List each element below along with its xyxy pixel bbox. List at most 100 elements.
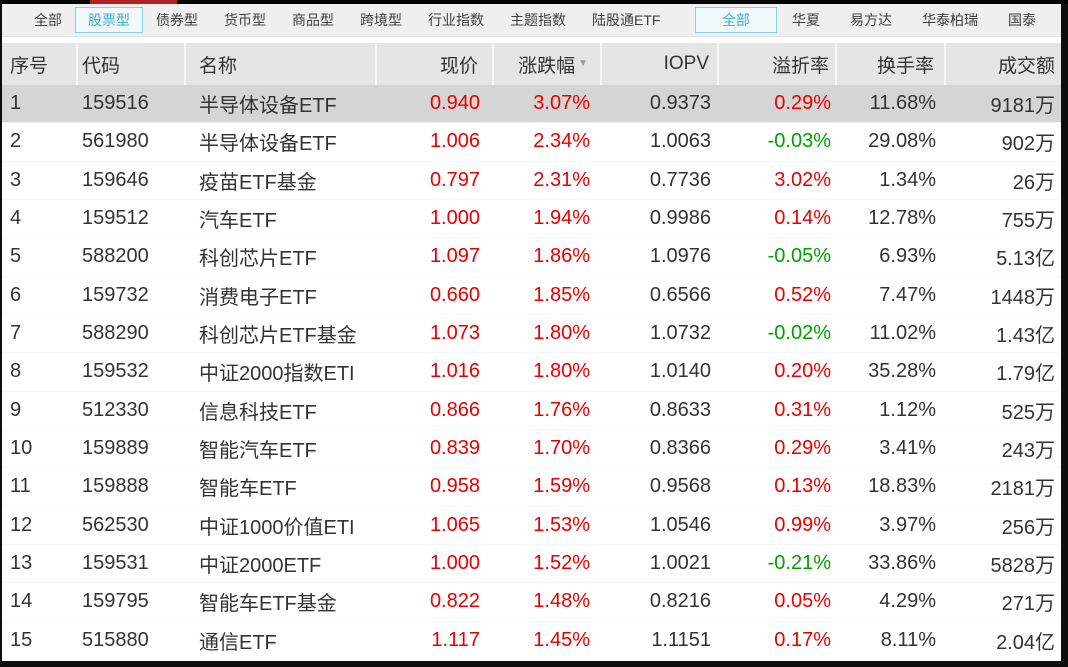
cell-name: 汽车ETF <box>199 210 277 233</box>
column-header-turnover[interactable]: 换手率 <box>837 43 946 85</box>
category-tabbar: 全部 股票型 债券型 货币型 商品型 跨境型 行业指数 主题指数 陆股通ETF 全部 华夏 易方达华… <box>2 4 1061 37</box>
cell-iopv: 1.0976 <box>649 245 711 268</box>
table-row[interactable]: 4 159512 汽车ETF 1.000 1.94% 0.9986 0.14% 12.78% 7… <box>2 199 1061 239</box>
table-row[interactable]: 12 562530 中证1000价值ETI 1.065 1.53% 1.0546 0.99%… <box>2 506 1061 545</box>
table-row[interactable]: 15 515880 通信ETF 1.117 1.45% 1.1151 0.17% 8.11% 2… <box>2 621 1061 660</box>
tab-fund-company-5[interactable]: 国泰 <box>1008 12 1036 28</box>
cell-index: 10 <box>10 437 33 460</box>
cell-iopv: 0.8366 <box>649 437 711 460</box>
cell-amount: 9181万 <box>990 95 1056 118</box>
table-row[interactable]: 13 159531 中证2000ETF 1.000 1.52% 1.0021 -0.21% 3… <box>2 544 1061 584</box>
column-header-code[interactable]: 代码 <box>78 43 186 85</box>
tab-fund-company-1[interactable]: 全部 <box>695 7 777 33</box>
cell-name: 信息科技ETF <box>199 401 317 424</box>
table-row[interactable]: 14 159795 智能车ETF基金 0.822 1.48% 0.8216 0.05% 4.2… <box>2 583 1061 622</box>
table-row[interactable]: 5 588200 科创芯片ETF 1.097 1.86% 1.0976 -0.05% 6.93… <box>2 238 1061 277</box>
cell-amount: 5828万 <box>990 555 1056 578</box>
column-header-change[interactable]: 涨跌幅 ▼ <box>494 43 602 85</box>
cell-code: 515880 <box>82 628 149 651</box>
cell-turnover: 1.12% <box>879 398 936 421</box>
cell-name: 中证2000指数ETI <box>199 363 355 386</box>
cell-index: 13 <box>10 552 33 575</box>
column-header-name[interactable]: 名称 <box>186 43 377 85</box>
cell-amount: 1.43亿 <box>996 325 1055 348</box>
cell-iopv: 0.8633 <box>649 398 711 421</box>
cell-index: 14 <box>10 590 33 613</box>
cell-name: 疫苗ETF基金 <box>199 171 317 194</box>
cell-change: 1.76% <box>533 398 590 421</box>
cell-index: 7 <box>10 322 22 345</box>
cell-price: 0.660 <box>429 283 480 306</box>
cell-price: 1.000 <box>429 207 480 230</box>
table-row[interactable]: 6 159732 消费电子ETF 0.660 1.85% 0.6566 0.52% 7.47%… <box>2 276 1061 315</box>
cell-index: 1 <box>10 92 22 115</box>
tab-category-6[interactable]: 跨境型 <box>360 12 402 28</box>
cell-turnover: 11.02% <box>869 322 936 345</box>
cell-change: 1.70% <box>533 437 590 460</box>
column-header-label: 代码 <box>82 55 121 77</box>
table-row[interactable]: 7 588290 科创芯片ETF基金 1.073 1.80% 1.0732 -0.02% 11… <box>2 314 1061 354</box>
cell-price: 0.866 <box>429 398 480 421</box>
table-row[interactable]: 3 159646 疫苗ETF基金 0.797 2.31% 0.7736 3.02% 1.34%… <box>2 161 1061 200</box>
cell-price: 0.797 <box>429 168 480 191</box>
column-header-label: 换手率 <box>876 55 934 77</box>
cell-iopv: 1.0732 <box>649 322 711 345</box>
table-row[interactable]: 10 159889 智能汽车ETF 0.839 1.70% 0.8366 0.29% 3.41… <box>2 429 1061 469</box>
cell-amount: 26万 <box>1012 171 1055 194</box>
tab-fund-company-2[interactable]: 华夏 <box>792 12 820 28</box>
cell-index: 6 <box>10 283 22 306</box>
tab-fund-company-4[interactable]: 华泰柏瑞 <box>922 12 978 28</box>
cell-amount: 755万 <box>1001 210 1055 233</box>
cell-name: 科创芯片ETF基金 <box>199 325 357 348</box>
column-header-iopv[interactable]: IOPV <box>602 43 719 85</box>
cell-code: 159531 <box>82 552 149 575</box>
column-header-label: 成交额 <box>997 55 1055 77</box>
tab-fund-company-3[interactable]: 易方达 <box>850 12 892 28</box>
cell-iopv: 1.0546 <box>649 513 711 536</box>
tab-category-3[interactable]: 债券型 <box>156 12 198 28</box>
cell-turnover: 18.83% <box>868 475 936 498</box>
cell-amount: 5.13亿 <box>996 248 1055 271</box>
cell-premium: 0.29% <box>774 92 831 115</box>
cell-premium: -0.21% <box>767 552 831 575</box>
tab-category-2[interactable]: 股票型 <box>75 7 143 33</box>
cell-code: 159888 <box>82 475 149 498</box>
sort-desc-icon: ▼ <box>578 58 588 69</box>
tab-category-4[interactable]: 货币型 <box>224 12 266 28</box>
cell-index: 9 <box>10 398 22 421</box>
cell-iopv: 0.9568 <box>649 475 711 498</box>
table-row[interactable]: 1 159516 半导体设备ETF 0.940 3.07% 0.9373 0.29% 11.6… <box>2 85 1061 124</box>
cell-turnover: 4.29% <box>879 590 936 613</box>
table-row[interactable]: 9 512330 信息科技ETF 0.866 1.76% 0.8633 0.31% 1.12%… <box>2 391 1061 430</box>
cell-iopv: 0.6566 <box>649 283 711 306</box>
tab-category-9[interactable]: 陆股通ETF <box>592 12 661 28</box>
cell-change: 1.80% <box>533 360 590 383</box>
column-header-amount[interactable]: 成交额 <box>946 43 1061 85</box>
column-header-premium[interactable]: 溢折率 <box>719 43 837 85</box>
cell-name: 消费电子ETF <box>199 286 317 309</box>
cell-change: 3.07% <box>533 92 590 115</box>
tab-category-7[interactable]: 行业指数 <box>428 12 484 28</box>
tab-category-1[interactable]: 全部 <box>34 12 62 28</box>
cell-premium: -0.02% <box>767 322 831 345</box>
cell-code: 562530 <box>82 513 149 536</box>
table-row[interactable]: 8 159532 中证2000指数ETI 1.016 1.80% 1.0140 0.20% 3… <box>2 353 1061 392</box>
cell-change: 1.85% <box>533 283 590 306</box>
cell-name: 通信ETF <box>199 631 277 654</box>
tab-category-5[interactable]: 商品型 <box>292 12 334 28</box>
column-header-price[interactable]: 现价 <box>377 43 494 85</box>
cell-price: 0.822 <box>429 590 480 613</box>
table-row[interactable]: 2 561980 半导体设备ETF 1.006 2.34% 1.0063 -0.03% 29.… <box>2 123 1061 162</box>
cell-price: 1.016 <box>429 360 480 383</box>
table-row[interactable]: 11 159888 智能车ETF 0.958 1.59% 0.9568 0.13% 18.83… <box>2 468 1061 507</box>
column-header-index[interactable]: 序号 <box>2 43 78 85</box>
cell-index: 12 <box>10 513 33 536</box>
cell-amount: 271万 <box>1001 593 1055 616</box>
cell-premium: 3.02% <box>774 168 831 191</box>
cell-amount: 2181万 <box>990 478 1056 501</box>
cell-iopv: 1.0063 <box>649 130 711 153</box>
tab-category-8[interactable]: 主题指数 <box>510 12 566 28</box>
cell-turnover: 33.86% <box>868 552 936 575</box>
cell-price: 1.117 <box>431 628 480 651</box>
cell-iopv: 1.1151 <box>651 628 711 651</box>
